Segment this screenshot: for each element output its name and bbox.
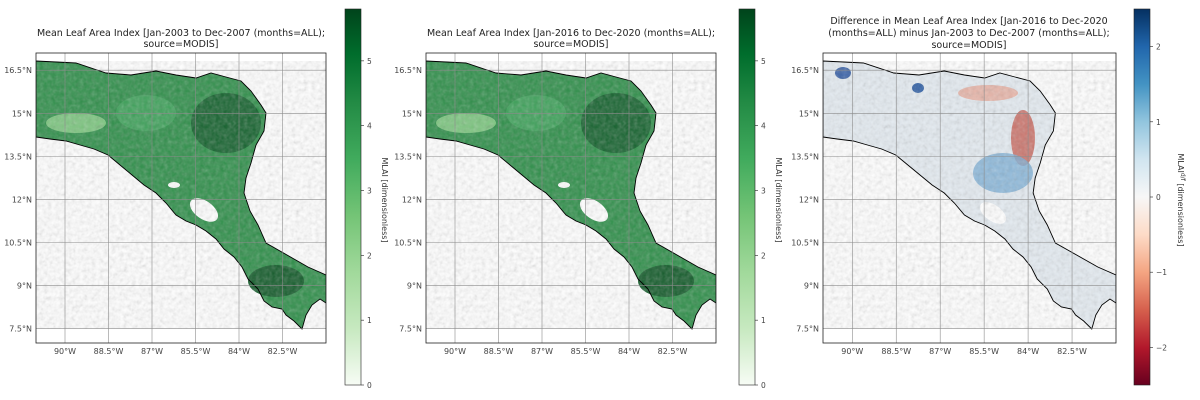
map-frame [35, 52, 327, 344]
colorbar-tick-label: 1 [761, 316, 766, 325]
lon-tick-label: 87°W [929, 347, 951, 356]
lat-tick-label: 13.5°N [791, 152, 819, 161]
colorbar-tick-label: 5 [367, 57, 372, 66]
lat-tick-label: 12°N [799, 195, 819, 204]
lat-tick-labels: 16.5°N 15°N 13.5°N 12°N 10.5°N 9°N 7.5°N [4, 66, 32, 333]
lon-tick-label: 88.5°W [881, 347, 911, 356]
colorbar-tick-label: 2 [761, 251, 766, 260]
coastline [823, 60, 1116, 330]
lon-tick-label: 88.5°W [94, 347, 124, 356]
colorbar-tick-label: 1 [1156, 118, 1161, 127]
lon-tick-label: 84°W [228, 347, 250, 356]
lon-tick-label: 90°W [841, 347, 863, 356]
panel-title-line-1: Mean Leaf Area Index [Jan-2016 to Dec-20… [427, 28, 715, 39]
lat-tick-label: 15°N [402, 109, 422, 118]
map-frame [822, 52, 1117, 344]
lat-tick-label: 16.5°N [791, 66, 819, 75]
coastline [36, 60, 326, 330]
lon-tick-labels: 90°W 88.5°W 87°W 85.5°W 84°W 82.5°W [841, 347, 1087, 356]
colorbar-tick-label: 0 [761, 381, 766, 390]
colorbar [738, 8, 756, 386]
lon-tick-label: 90°W [444, 347, 466, 356]
lon-tick-labels: 90°W 88.5°W 87°W 85.5°W 84°W 82.5°W [54, 347, 297, 356]
lat-tick-label: 10.5°N [394, 239, 422, 248]
colorbar-tick-label: 5 [761, 57, 766, 66]
lon-tick-label: 82.5°W [1057, 347, 1087, 356]
colorbar-ticks: 0 1 2 3 4 5 [361, 57, 372, 390]
colorbar-label: MLAId/f [dimensionless] [1176, 153, 1187, 246]
colorbar-label: MLAI [dimensionless] [380, 157, 389, 242]
colorbar [1133, 8, 1151, 386]
lon-tick-label: 85.5°W [181, 347, 211, 356]
lat-tick-label: 10.5°N [4, 239, 32, 248]
lat-tick-label: 10.5°N [791, 239, 819, 248]
lat-tick-label: 7.5°N [399, 325, 422, 334]
map-panel-2003-2007: Mean Leaf Area Index [Jan-2003 to Dec-20… [4, 8, 389, 390]
colorbar-tick-label: 1 [367, 316, 372, 325]
lat-tick-label: 13.5°N [394, 152, 422, 161]
colorbar-tick-label: 0 [1156, 193, 1161, 202]
lat-tick-label: 15°N [12, 109, 32, 118]
colorbar [344, 8, 362, 386]
panel-title-line-2: source=MODIS] [533, 39, 608, 50]
lat-tick-label: 16.5°N [394, 66, 422, 75]
colorbar-tick-label: −2 [1156, 343, 1167, 352]
panel-title-line-1: Mean Leaf Area Index [Jan-2003 to Dec-20… [37, 28, 325, 39]
colorbar-label: MLAI [dimensionless] [774, 157, 783, 242]
lon-tick-label: 87°W [141, 347, 163, 356]
panel-title-line-2: source=MODIS] [143, 39, 218, 50]
lat-tick-label: 15°N [799, 109, 819, 118]
colorbar-tick-label: −1 [1156, 268, 1167, 277]
lat-tick-label: 9°N [17, 282, 32, 291]
map-frame [425, 52, 717, 344]
lon-tick-labels: 90°W 88.5°W 87°W 85.5°W 84°W 82.5°W [444, 347, 687, 356]
lat-tick-label: 12°N [12, 195, 32, 204]
lon-tick-label: 85.5°W [969, 347, 999, 356]
lon-tick-label: 82.5°W [658, 347, 688, 356]
lat-tick-labels: 16.5°N 15°N 13.5°N 12°N 10.5°N 9°N 7.5°N [791, 66, 819, 333]
lon-tick-label: 84°W [618, 347, 640, 356]
lat-tick-label: 9°N [407, 282, 422, 291]
lat-tick-labels: 16.5°N 15°N 13.5°N 12°N 10.5°N 9°N 7.5°N [394, 66, 422, 333]
colorbar-ticks: 0 1 2 3 4 5 [755, 57, 766, 390]
lat-tick-label: 9°N [804, 282, 819, 291]
colorbar-ticks: −2 −1 0 1 2 [1150, 43, 1167, 352]
lat-tick-label: 7.5°N [796, 325, 819, 334]
lat-tick-label: 13.5°N [4, 152, 32, 161]
lon-tick-label: 88.5°W [484, 347, 514, 356]
colorbar-tick-label: 2 [1156, 43, 1161, 52]
panel-title-line-1: Difference in Mean Leaf Area Index [Jan-… [830, 16, 1107, 27]
coastline [426, 60, 716, 330]
colorbar-tick-label: 3 [761, 187, 766, 196]
map-area [426, 53, 716, 343]
lat-tick-label: 7.5°N [9, 325, 32, 334]
lat-tick-label: 16.5°N [4, 66, 32, 75]
colorbar-tick-label: 2 [367, 251, 372, 260]
lat-tick-label: 12°N [402, 195, 422, 204]
gridlines [36, 53, 326, 343]
gridlines [426, 53, 716, 343]
map-panel-2016-2020: Mean Leaf Area Index [Jan-2016 to Dec-20… [394, 8, 783, 390]
map-panel-difference: Difference in Mean Leaf Area Index [Jan-… [791, 8, 1187, 386]
panel-title-line-2: (months=ALL) minus Jan-2003 to Dec-2007 … [828, 28, 1109, 39]
colorbar-tick-label: 0 [367, 381, 372, 390]
panel-title-line-3: source=MODIS] [931, 40, 1006, 51]
lon-tick-label: 87°W [531, 347, 553, 356]
gridlines [823, 53, 1116, 343]
colorbar-tick-label: 4 [761, 122, 766, 131]
lon-tick-label: 85.5°W [571, 347, 601, 356]
lon-tick-label: 84°W [1017, 347, 1039, 356]
colorbar-tick-label: 3 [367, 187, 372, 196]
colorbar-tick-label: 4 [367, 122, 372, 131]
lon-tick-label: 82.5°W [268, 347, 298, 356]
lon-tick-label: 90°W [54, 347, 76, 356]
